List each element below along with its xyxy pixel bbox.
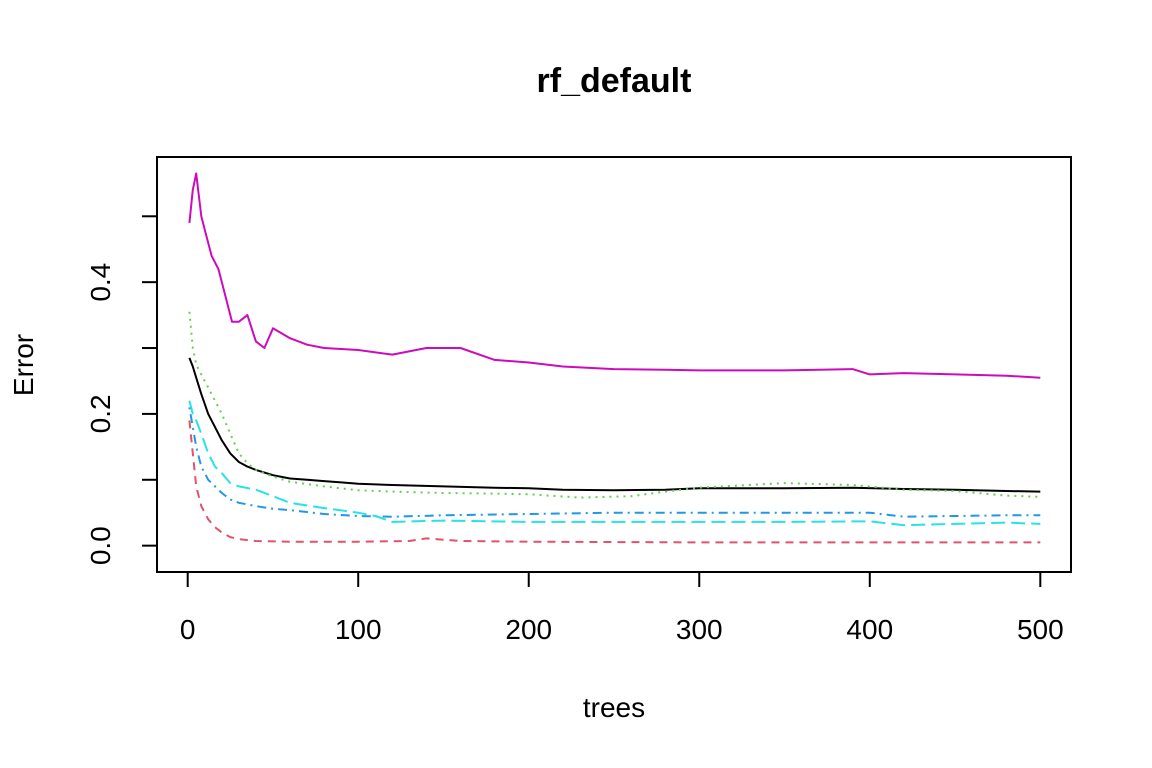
- series-line-1: [188, 357, 1041, 493]
- series-layer: [188, 172, 1041, 544]
- x-tick-label: 200: [505, 614, 552, 645]
- series-line-2: [188, 420, 1041, 544]
- x-axis-label: trees: [583, 692, 645, 723]
- x-tick-label: 500: [1017, 614, 1064, 645]
- series-line-6: [188, 172, 1041, 379]
- x-tick-label: 0: [180, 614, 196, 645]
- series-line-4: [188, 407, 1041, 518]
- y-tick-label: 0.4: [85, 263, 116, 302]
- y-axis-label: Error: [8, 334, 39, 396]
- x-axis: 0 100 200 300 400 500: [180, 571, 1064, 645]
- series-line-5: [188, 400, 1041, 527]
- y-tick-label: 0.2: [85, 394, 116, 433]
- x-tick-label: 400: [846, 614, 893, 645]
- y-axis: 0.0 0.2 0.4: [85, 215, 158, 565]
- y-tick-label: 0.0: [85, 526, 116, 565]
- series-line-3: [188, 311, 1041, 499]
- chart-title: rf_default: [537, 62, 692, 100]
- x-tick-label: 300: [676, 614, 723, 645]
- x-tick-label: 100: [335, 614, 382, 645]
